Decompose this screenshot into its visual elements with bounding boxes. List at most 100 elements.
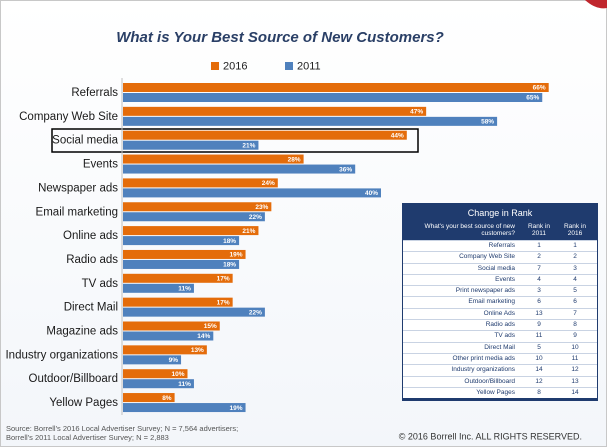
bar: [123, 202, 272, 212]
value-label: 10%: [171, 371, 184, 378]
category-label: Email marketing: [36, 206, 118, 218]
table-cell: Events: [495, 275, 515, 283]
table-cell: Referrals: [488, 242, 515, 249]
value-label: 11%: [178, 381, 191, 388]
copyright: © 2016 Borrell Inc. ALL RIGHTS RESERVED.: [399, 431, 582, 441]
table-cell: Email marketing: [468, 298, 515, 306]
value-label: 17%: [217, 299, 230, 306]
bar: [123, 130, 407, 140]
bar: [123, 106, 427, 116]
header-cell: Rank in 2011: [527, 223, 551, 237]
table-cell: Industry organizations: [451, 366, 515, 374]
chart-title: What is Your Best Source of New Customer…: [116, 29, 444, 46]
highlight-box: [51, 128, 419, 153]
table-cell: 14: [571, 388, 579, 396]
bar: [123, 212, 265, 222]
value-label: 58%: [481, 119, 494, 126]
table-cell: 2: [537, 253, 541, 261]
table-cell: Online Ads: [483, 309, 515, 317]
table-row: Events 4 4: [403, 273, 597, 286]
table-row: Referrals 1 1: [403, 240, 597, 252]
category-label: Outdoor/Billboard: [29, 373, 119, 385]
bar: [123, 403, 246, 413]
table-cell: Direct Mail: [484, 343, 515, 351]
bar: [123, 369, 188, 379]
bar: [123, 116, 498, 126]
bar: [123, 249, 246, 259]
table-cell: 5: [573, 287, 577, 295]
value-label: 23%: [255, 204, 268, 211]
logo-fragment: [585, 0, 607, 9]
value-label: 66%: [533, 85, 546, 92]
bar: [123, 283, 194, 293]
table-row: Radio ads 9 8: [403, 319, 597, 331]
table-cell: 3: [537, 287, 541, 295]
table-cell: 11: [571, 354, 579, 362]
header-cell: Rank in 2016: [563, 223, 587, 237]
value-label: 22%: [249, 309, 262, 316]
table-row: TV ads 11 9: [403, 330, 597, 342]
value-label: 13%: [191, 347, 204, 354]
bar: [123, 178, 278, 188]
table-cell: 1: [537, 242, 541, 249]
bar: [123, 355, 182, 365]
table-cell: 13: [571, 377, 579, 385]
table-cell: Outdoor/Billboard: [464, 377, 515, 385]
table-row: Email marketing 6 6: [403, 296, 597, 308]
category-label: Company Web Site: [19, 111, 118, 123]
legend-label: 2011: [297, 60, 321, 72]
category-label: Social media: [52, 135, 118, 147]
table-cell: Radio ads: [485, 321, 515, 329]
legend-swatch: [285, 62, 293, 70]
bar: [123, 140, 259, 150]
table-row: Other print media ads 10 11: [403, 352, 597, 365]
value-label: 28%: [288, 156, 301, 163]
table-row: Social media 7 3: [403, 262, 597, 274]
legend-label: 2016: [223, 60, 247, 72]
bar: [123, 164, 356, 174]
rank-table: Change in Rank What's your best source o…: [402, 203, 598, 401]
table-cell: 10: [571, 343, 579, 351]
table-cell: 11: [535, 332, 543, 340]
bar: [123, 188, 381, 198]
bar: [123, 83, 549, 92]
value-label: 47%: [410, 109, 423, 116]
bar: [123, 236, 240, 246]
table-cell: 7: [573, 309, 577, 317]
value-label: 19%: [230, 405, 243, 412]
value-label: 40%: [365, 190, 378, 197]
value-label: 22%: [249, 214, 262, 221]
table-cell: 4: [537, 275, 541, 283]
value-label: 17%: [217, 276, 230, 283]
category-label: Online ads: [63, 230, 118, 242]
table-cell: 14: [535, 366, 543, 374]
bar: [123, 297, 233, 307]
bar: [123, 379, 194, 389]
source-note: Borrell's 2011 Local Advertiser Survey; …: [6, 433, 169, 442]
table-cell: 8: [573, 321, 577, 329]
table-row: Direct Mail 5 10: [403, 341, 597, 353]
category-label: Newspaper ads: [38, 182, 118, 194]
category-label: Events: [83, 159, 118, 171]
table-cell: 12: [535, 377, 543, 385]
table-cell: Other print media ads: [452, 354, 515, 362]
table-cell: TV ads: [494, 332, 515, 340]
category-label: Radio ads: [66, 254, 118, 266]
bar: [123, 393, 175, 403]
value-label: 44%: [391, 132, 404, 139]
value-label: 11%: [178, 286, 191, 293]
table-cell: 4: [573, 275, 577, 283]
bar: [123, 93, 543, 102]
table-cell: 1: [573, 242, 577, 249]
value-label: 8%: [162, 395, 172, 402]
category-label: Direct Mail: [64, 302, 118, 314]
table-cell: 10: [535, 354, 543, 362]
category-label: Referrals: [71, 87, 118, 99]
value-label: 18%: [223, 238, 236, 245]
table-row: Outdoor/Billboard 12 13: [403, 375, 597, 387]
value-label: 19%: [230, 252, 243, 259]
header-cell: What's your best source of new customers…: [424, 223, 515, 237]
table-cell: 5: [537, 343, 541, 351]
